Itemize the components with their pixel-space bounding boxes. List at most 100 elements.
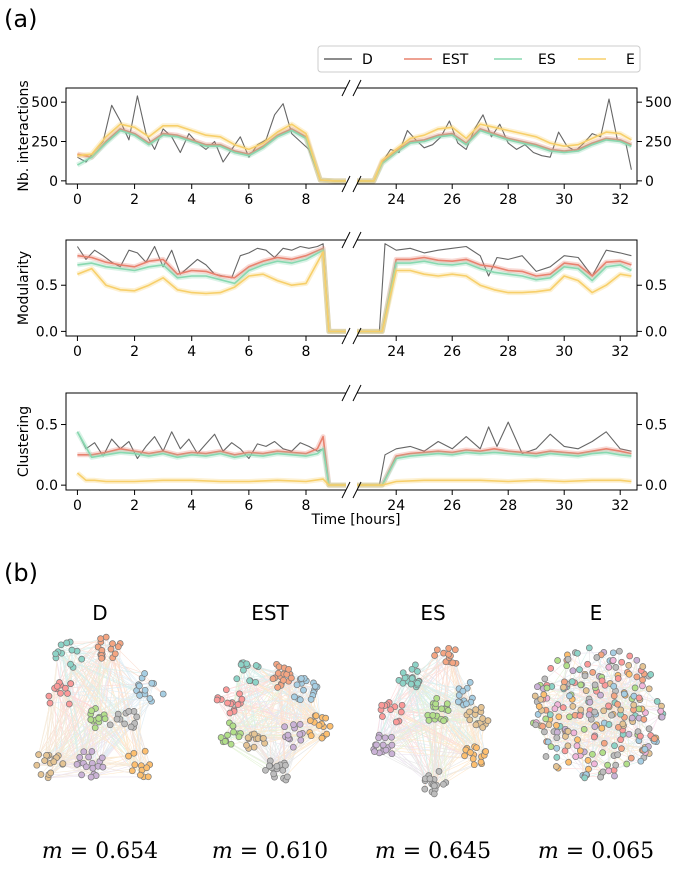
network-node <box>467 749 474 756</box>
network-node <box>125 752 132 760</box>
network-edge <box>566 686 619 728</box>
network-edge <box>60 657 113 694</box>
network-edge <box>418 680 486 752</box>
network-node <box>627 754 635 762</box>
network-node <box>97 635 104 642</box>
network-node <box>269 675 277 683</box>
network-edge <box>537 686 627 765</box>
network-edge <box>90 694 141 715</box>
network-edge <box>433 719 446 780</box>
right-axis-frame <box>357 392 638 491</box>
network-node <box>243 741 250 749</box>
network-edge <box>236 678 285 727</box>
network-node <box>541 675 549 683</box>
x-tick-label: 24 <box>387 344 405 360</box>
network-edge <box>99 649 112 762</box>
series-line-e-l <box>77 251 346 333</box>
legend-label-es: ES <box>538 52 556 68</box>
network-edge <box>417 682 481 711</box>
network-node <box>553 744 561 752</box>
network-node <box>451 646 459 654</box>
legend: D EST ES E <box>317 45 641 73</box>
network-edge <box>92 726 133 764</box>
network-edge <box>230 703 323 718</box>
network-edge <box>133 683 154 754</box>
network-node <box>141 670 148 677</box>
network-node <box>109 640 116 647</box>
network-edge <box>46 677 143 756</box>
network-edge <box>90 689 146 715</box>
network-edge <box>303 689 324 727</box>
network-edge <box>434 663 457 720</box>
network-node <box>591 760 598 768</box>
network-node <box>133 713 141 721</box>
network-edge <box>396 721 465 757</box>
network-edge <box>432 715 440 772</box>
network-edge <box>556 757 604 773</box>
network-node <box>553 728 561 736</box>
series-line-es-r <box>357 129 632 182</box>
network-edge <box>563 688 640 719</box>
network-es <box>370 644 492 798</box>
network-node <box>388 750 396 758</box>
y-axis-label: Nb. interactions <box>16 80 32 191</box>
network-node <box>576 666 583 673</box>
network-node <box>566 692 573 700</box>
network-edge <box>70 664 106 719</box>
network-edge <box>61 644 102 656</box>
network-est <box>213 659 334 784</box>
network-edge <box>620 699 641 715</box>
x-tick-label: 28 <box>499 498 517 514</box>
panel-a-label: (a) <box>4 5 37 33</box>
network-node <box>88 748 96 755</box>
network-edge <box>240 703 327 735</box>
network-edge <box>46 638 101 757</box>
network-edge <box>72 667 118 720</box>
network-node <box>620 690 628 698</box>
network-node <box>98 754 106 762</box>
network-edge <box>112 657 144 777</box>
left-axis-frame <box>65 87 346 185</box>
network-node <box>600 707 608 715</box>
network-node <box>408 675 416 682</box>
network-edge <box>101 654 136 765</box>
network-node <box>610 692 618 700</box>
network-edge <box>543 660 637 695</box>
network-edge <box>62 755 129 764</box>
network-node <box>284 773 291 781</box>
network-edge <box>293 684 298 725</box>
network-edge <box>78 646 119 764</box>
network-node <box>113 715 121 723</box>
network-edge <box>276 664 285 764</box>
network-edge <box>445 703 467 783</box>
network-node <box>121 720 128 728</box>
network-edge <box>273 674 281 774</box>
network-node <box>547 743 555 750</box>
network-edge <box>247 737 270 767</box>
series-line-est-r <box>357 128 632 182</box>
network-edge <box>569 716 576 757</box>
network-edge <box>110 649 133 771</box>
modularity-label-e: m = 0.065 <box>538 839 654 864</box>
network-edge <box>100 638 139 685</box>
network-node <box>647 671 655 678</box>
network-node <box>106 721 114 729</box>
network-node <box>233 675 241 683</box>
network-edge <box>46 693 68 756</box>
network-edge <box>542 698 585 730</box>
axis-break-mark <box>352 79 362 97</box>
network-edge <box>548 673 645 725</box>
network-edge <box>103 657 113 715</box>
x-tick-label: 2 <box>130 192 139 208</box>
network-edge <box>609 683 614 715</box>
network-edge <box>433 706 477 748</box>
x-tick-label: 8 <box>302 192 311 208</box>
network-edge <box>91 690 137 752</box>
network-node <box>250 730 258 738</box>
network-node <box>78 771 85 779</box>
network-edge <box>48 695 78 765</box>
network-node <box>609 649 617 657</box>
network-node <box>143 764 151 772</box>
network-node <box>114 643 122 651</box>
left-axis-frame <box>65 239 346 337</box>
